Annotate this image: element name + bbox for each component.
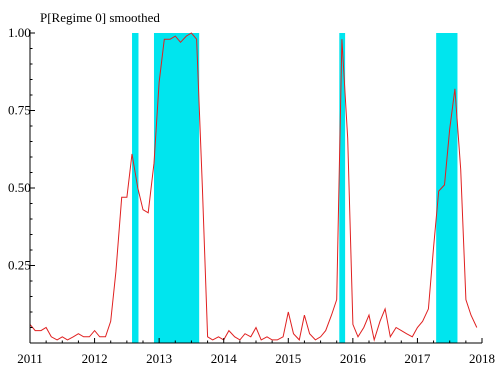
tick-labels: 2011 2012 2013 2014 2015 2016 2017 2018 0.25 0.50… [8, 25, 495, 366]
shaded-region-2 [153, 33, 200, 343]
x-tick-label: 2014 [211, 351, 238, 366]
chart-title: P[Regime 0] smoothed [40, 10, 160, 25]
shaded-region-3 [339, 33, 346, 343]
y-tick-label: 0.25 [8, 258, 31, 273]
axes [29, 30, 482, 344]
series-line-1 [29, 32, 478, 342]
series-layer [29, 32, 478, 342]
shaded-region-1 [132, 33, 139, 343]
x-tick-label: 2013 [146, 351, 172, 366]
y-tick-label: 0.75 [8, 103, 31, 118]
y-tick-label: 0.50 [8, 180, 31, 195]
y-tick-label: 1.00 [8, 25, 31, 40]
x-tick-label: 2012 [82, 351, 108, 366]
x-tick-label: 2016 [340, 351, 367, 366]
x-tick-label: 2011 [17, 351, 43, 366]
tick-marks [29, 32, 483, 343]
shaded-region-4 [436, 33, 458, 343]
x-tick-label: 2017 [404, 351, 431, 366]
shaded-regions [132, 33, 458, 343]
x-tick-label: 2018 [469, 351, 495, 366]
x-tick-label: 2015 [275, 351, 301, 366]
